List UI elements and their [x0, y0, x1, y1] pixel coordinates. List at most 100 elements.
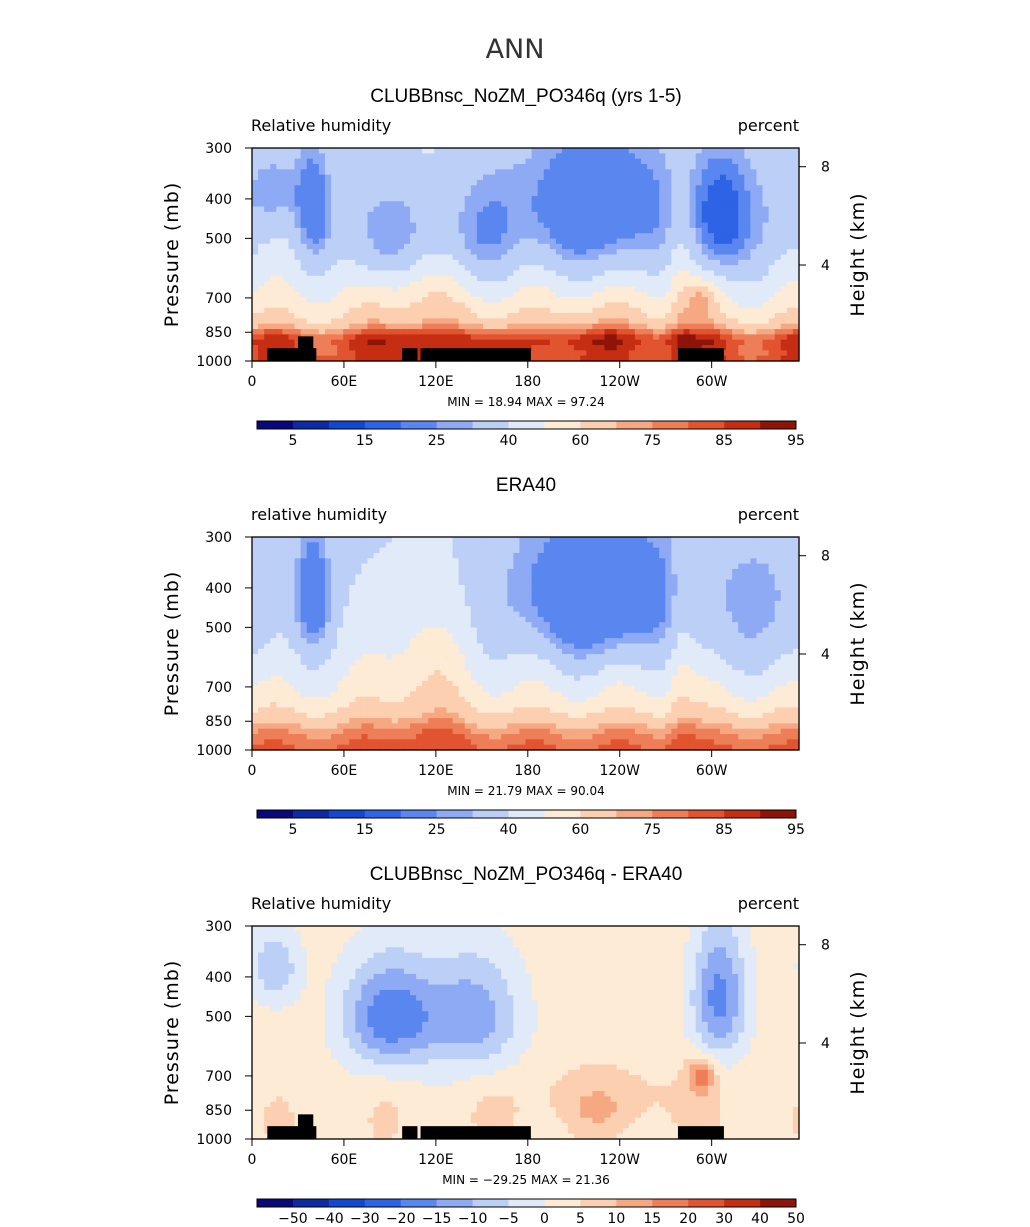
heatmap-cell: [738, 318, 745, 325]
heatmap-cell: [738, 281, 745, 288]
heatmap-cell: [555, 233, 563, 240]
heatmap-cell: [403, 568, 411, 575]
heatmap-cell: [543, 217, 551, 224]
heatmap-cell: [525, 249, 533, 256]
heatmap-cell: [719, 552, 727, 559]
heatmap-cell: [689, 547, 697, 554]
heatmap-cell: [744, 190, 751, 197]
heatmap-cell: [671, 201, 679, 208]
heatmap-cell: [604, 222, 612, 229]
heatmap-cell: [592, 595, 600, 602]
heatmap-cell: [434, 179, 442, 186]
heatmap-cell: [252, 291, 259, 298]
heatmap-cell: [507, 558, 514, 565]
heatmap-cell: [276, 158, 283, 165]
heatmap-cell: [537, 185, 545, 192]
heatmap-cell: [373, 243, 381, 250]
heatmap-cell: [355, 584, 362, 591]
heatmap-cell: [561, 537, 569, 543]
heatmap-cell: [391, 611, 399, 618]
heatmap-cell: [555, 259, 563, 266]
heatmap-cell: [282, 563, 290, 570]
heatmap-cell: [324, 552, 332, 559]
heatmap-cell: [331, 552, 338, 559]
heatmap-cell: [622, 227, 630, 234]
heatmap-cell: [416, 281, 423, 288]
heatmap-cell: [495, 195, 502, 202]
heatmap-cell: [252, 265, 259, 272]
heatmap-cell: [264, 227, 271, 234]
heatmap-cell: [312, 195, 320, 202]
heatmap-cell: [337, 297, 344, 304]
heatmap-cell: [592, 259, 600, 266]
heatmap-cell: [355, 243, 362, 250]
heatmap-cell: [385, 281, 393, 288]
heatmap-cell: [361, 163, 369, 170]
heatmap-cell: [264, 595, 271, 602]
heatmap-cell: [434, 163, 442, 170]
heatmap-cell: [677, 307, 685, 314]
heatmap-cell: [507, 329, 514, 335]
heatmap-cell: [373, 563, 381, 570]
heatmap-cell: [276, 222, 283, 229]
heatmap-cell: [677, 323, 685, 330]
heatmap-cell: [592, 254, 600, 261]
heatmap-cell: [422, 163, 429, 170]
heatmap-cell: [482, 297, 490, 304]
heatmap-cell: [331, 243, 338, 250]
heatmap-cell: [501, 537, 508, 543]
heatmap-cell: [276, 190, 283, 197]
heatmap-cell: [762, 291, 770, 298]
heatmap-cell: [713, 201, 721, 208]
heatmap-cell: [312, 281, 320, 288]
heatmap-cell: [507, 537, 514, 543]
y-axis-title: Pressure (mb): [161, 182, 183, 328]
heatmap-cell: [762, 275, 770, 282]
heatmap-cell: [726, 163, 733, 170]
heatmap-cell: [513, 552, 521, 559]
heatmap-cell: [665, 249, 672, 256]
heatmap-cell: [258, 552, 265, 559]
heatmap-cell: [410, 217, 417, 224]
heatmap-cell: [458, 600, 466, 607]
heatmap-cell: [403, 286, 411, 293]
heatmap-cell: [586, 323, 593, 330]
heatmap-cell: [464, 169, 472, 176]
heatmap-cell: [355, 558, 362, 565]
heatmap-cell: [756, 291, 764, 298]
heatmap-cell: [288, 542, 296, 549]
heatmap-cell: [397, 537, 405, 543]
heatmap-cell: [622, 211, 630, 218]
heatmap-cell: [489, 163, 496, 170]
heatmap-cell: [318, 190, 326, 197]
heatmap-cell: [379, 584, 387, 591]
heatmap-cell: [677, 345, 685, 351]
heatmap-cell: [367, 318, 375, 325]
heatmap-cell: [343, 243, 350, 250]
heatmap-cell: [361, 190, 369, 197]
heatmap-cell: [561, 611, 569, 618]
heatmap-cell: [367, 201, 375, 208]
heatmap-cell: [318, 584, 326, 591]
heatmap-cell: [750, 595, 758, 602]
heatmap-cell: [379, 579, 387, 586]
heatmap-cell: [604, 329, 612, 335]
heatmap-cell: [373, 590, 381, 597]
heatmap-cell: [446, 323, 454, 330]
heatmap-cell: [610, 329, 618, 335]
heatmap-cell: [628, 318, 636, 325]
heatmap-cell: [446, 339, 454, 346]
heatmap-cell: [270, 590, 277, 597]
heatmap-cell: [464, 254, 472, 261]
heatmap-cell: [695, 148, 703, 154]
heatmap-cell: [622, 537, 630, 543]
heatmap-cell: [647, 574, 654, 581]
heatmap-cell: [422, 297, 429, 304]
heatmap-cell: [276, 185, 283, 192]
heatmap-cell: [458, 148, 466, 154]
heatmap-cell: [355, 542, 362, 549]
heatmap-cell: [750, 302, 758, 309]
heatmap-cell: [312, 185, 320, 192]
heatmap-cell: [683, 259, 691, 266]
heatmap-cell: [379, 307, 387, 314]
